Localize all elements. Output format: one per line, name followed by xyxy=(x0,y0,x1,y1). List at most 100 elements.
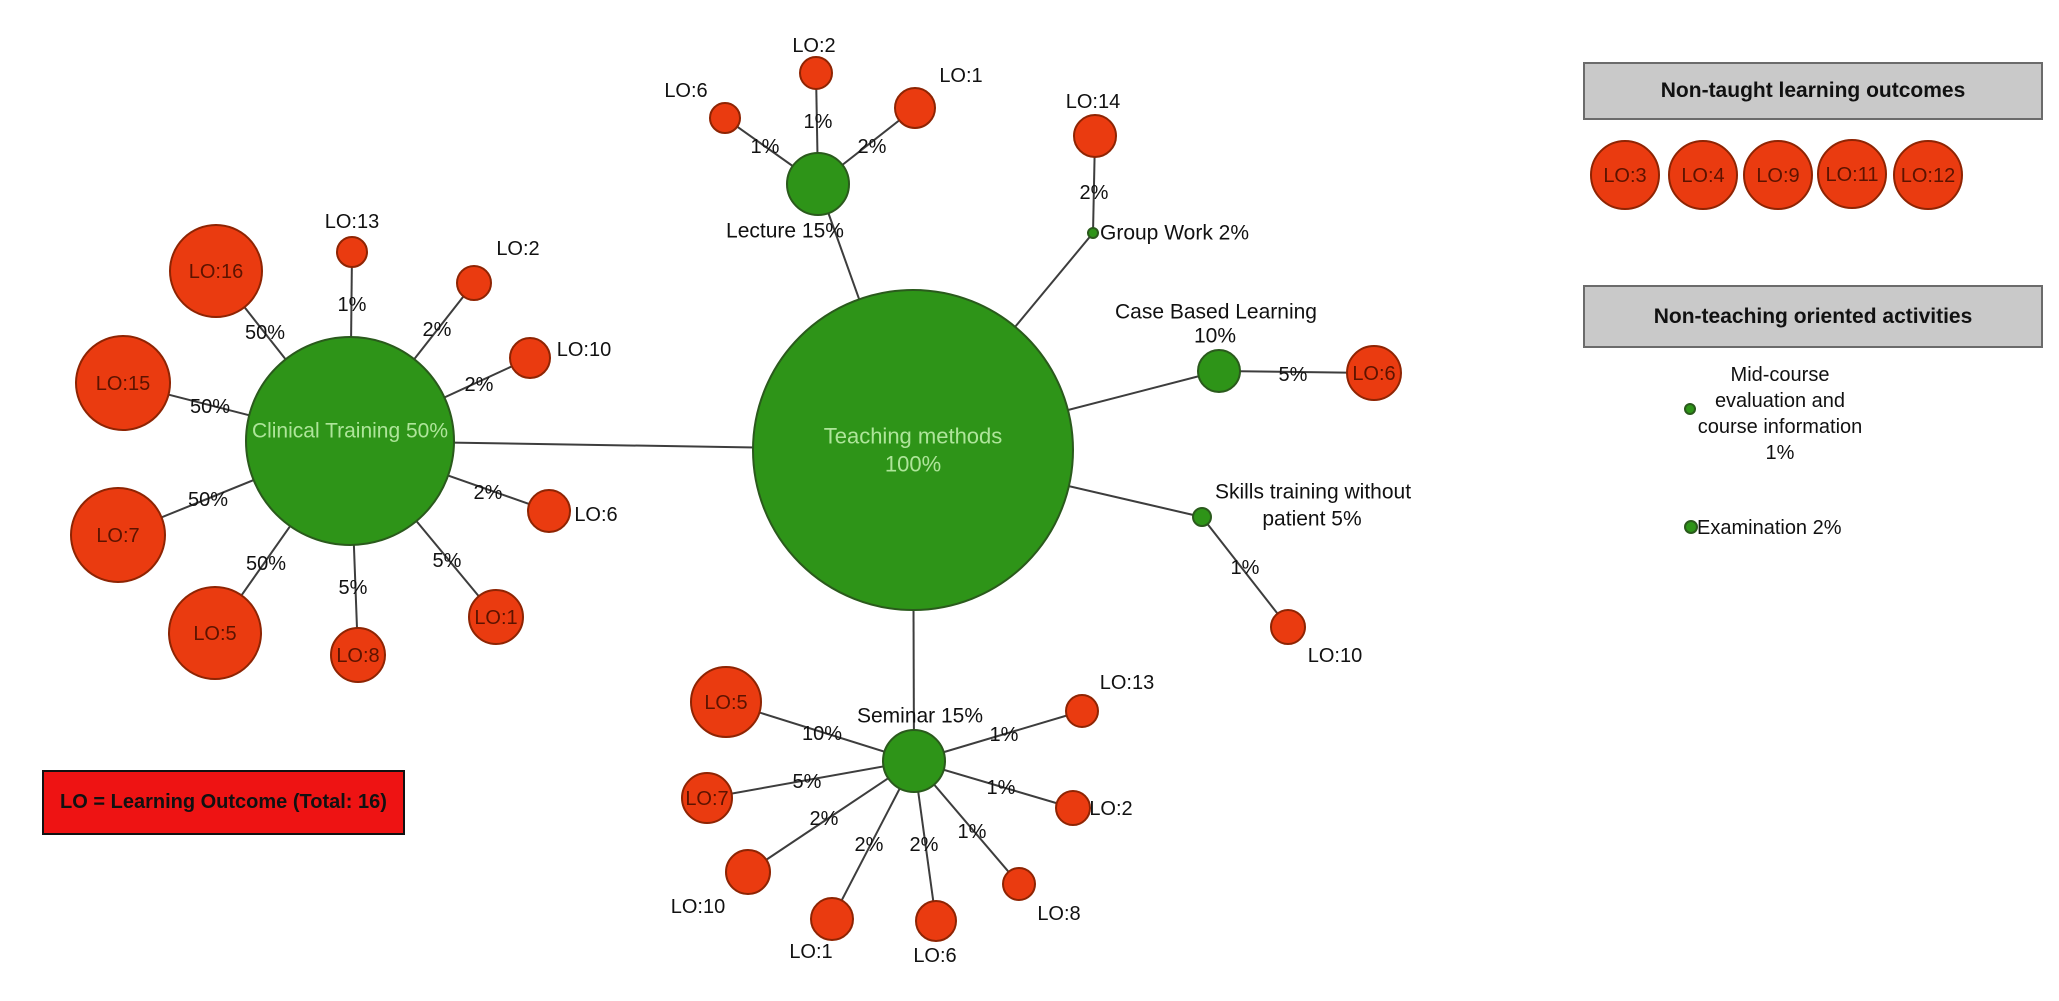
label-group-work: Group Work 2% xyxy=(1100,222,1249,245)
label-skills-training-without-patient-lo-10: LO:10 xyxy=(1308,645,1362,667)
node-lecture xyxy=(786,152,850,216)
label-case-based-learning-line-2: 10% xyxy=(1194,325,1236,348)
label-group-work-lo-14: LO:14 xyxy=(1066,91,1120,113)
pct-clinical-training-lo-15: 50% xyxy=(190,396,230,418)
link-skills-training-without-patient-lo-10 xyxy=(1201,516,1289,628)
label-lecture: Lecture 15% xyxy=(726,220,844,243)
non-teaching-activities-header: Non-teaching oriented activities xyxy=(1583,285,2043,348)
pct-seminar-lo-1: 2% xyxy=(855,834,884,856)
pct-clinical-training-lo-6: 2% xyxy=(474,482,503,504)
label-non-taught-lo-11: LO:11 xyxy=(1826,164,1879,186)
label-clinical-training-lo-16: LO:16 xyxy=(189,261,243,283)
label-seminar-lo-2: LO:2 xyxy=(1089,798,1132,820)
node-non-taught-lo-12 xyxy=(1893,140,1963,210)
dot-mid-course-evaluation xyxy=(1684,403,1696,415)
label-case-based-learning-line-1: Case Based Learning xyxy=(1115,301,1317,324)
pct-clinical-training-lo-10: 2% xyxy=(465,374,494,396)
dot-examination xyxy=(1684,520,1698,534)
node-seminar-lo-6 xyxy=(915,900,957,942)
pct-seminar-lo-6: 2% xyxy=(910,834,939,856)
label-non-taught-lo-3: LO:3 xyxy=(1603,165,1646,187)
node-clinical-training-lo-10 xyxy=(509,337,551,379)
node-clinical-training-lo-5 xyxy=(168,586,262,680)
pct-seminar-lo-2: 1% xyxy=(987,777,1016,799)
label-seminar: Seminar 15% xyxy=(857,705,983,728)
link-seminar-lo-10 xyxy=(747,760,915,873)
mid-course-line-4: 1% xyxy=(1765,442,1795,464)
pct-lecture-lo-2: 1% xyxy=(804,111,833,133)
label-teaching-methods-line-2: 100% xyxy=(885,452,941,477)
pct-clinical-training-lo-16: 50% xyxy=(245,322,285,344)
node-lecture-lo-6 xyxy=(709,102,741,134)
label-lecture-lo-2: LO:2 xyxy=(792,35,835,57)
node-non-taught-lo-11 xyxy=(1817,139,1887,209)
label-clinical-training-lo-15: LO:15 xyxy=(96,373,150,395)
legend-box: LO = Learning Outcome (Total: 16) xyxy=(42,770,405,835)
node-clinical-training xyxy=(245,336,455,546)
pct-lecture-lo-6: 1% xyxy=(751,136,780,158)
label-non-taught-lo-9: LO:9 xyxy=(1756,165,1799,187)
node-teaching-methods xyxy=(752,289,1074,611)
label-lecture-lo-6: LO:6 xyxy=(664,80,707,102)
pct-clinical-training-lo-5: 50% xyxy=(246,553,286,575)
node-non-taught-lo-3 xyxy=(1590,140,1660,210)
examination-label: Examination 2% xyxy=(1697,517,1842,539)
label-seminar-lo-8: LO:8 xyxy=(1037,903,1080,925)
pct-seminar-lo-10: 2% xyxy=(810,808,839,830)
pct-clinical-training-lo-8: 5% xyxy=(339,577,368,599)
label-clinical-training-lo-2: LO:2 xyxy=(496,238,539,260)
label-clinical-training-lo-7: LO:7 xyxy=(96,525,139,547)
node-skills-training-without-patient xyxy=(1192,507,1212,527)
node-lecture-lo-1 xyxy=(894,87,936,129)
pct-clinical-training-lo-1: 5% xyxy=(433,550,462,572)
label-clinical-training-lo-5: LO:5 xyxy=(193,623,236,645)
label-skills-training-without-patient-line-1: Skills training without xyxy=(1215,481,1411,504)
node-group-work-lo-14 xyxy=(1073,114,1117,158)
node-seminar-lo-5 xyxy=(690,666,762,738)
node-seminar-lo-1 xyxy=(810,897,854,941)
node-seminar-lo-2 xyxy=(1055,790,1091,826)
pct-seminar-lo-8: 1% xyxy=(958,821,987,843)
label-seminar-lo-13: LO:13 xyxy=(1100,672,1154,694)
node-clinical-training-lo-2 xyxy=(456,265,492,301)
pct-seminar-lo-7: 5% xyxy=(793,771,822,793)
node-seminar xyxy=(882,729,946,793)
node-skills-training-without-patient-lo-10 xyxy=(1270,609,1306,645)
node-seminar-lo-7 xyxy=(681,772,733,824)
non-taught-outcomes-header: Non-taught learning outcomes xyxy=(1583,62,2043,120)
node-clinical-training-lo-6 xyxy=(527,489,571,533)
mid-course-line-2: evaluation and xyxy=(1714,390,1846,412)
label-seminar-lo-5: LO:5 xyxy=(704,692,747,714)
label-seminar-lo-7: LO:7 xyxy=(685,788,728,810)
label-clinical-training-lo-10: LO:10 xyxy=(557,339,611,361)
label-teaching-methods-line-1: Teaching methods xyxy=(824,424,1003,449)
node-seminar-lo-8 xyxy=(1002,867,1036,901)
pct-clinical-training-lo-7: 50% xyxy=(188,489,228,511)
link-seminar-lo-7 xyxy=(706,760,915,799)
label-non-taught-lo-12: LO:12 xyxy=(1901,165,1955,187)
node-seminar-lo-13 xyxy=(1065,694,1099,728)
node-non-taught-lo-4 xyxy=(1668,140,1738,210)
label-lecture-lo-1: LO:1 xyxy=(939,65,982,87)
node-clinical-training-lo-15 xyxy=(75,335,171,431)
pct-skills-training-without-patient-lo-10: 1% xyxy=(1231,557,1260,579)
label-clinical-training-lo-6: LO:6 xyxy=(574,504,617,526)
node-clinical-training-lo-13 xyxy=(336,236,368,268)
label-clinical-training: Clinical Training 50% xyxy=(252,420,448,443)
label-seminar-lo-10: LO:10 xyxy=(671,896,725,918)
node-seminar-lo-10 xyxy=(725,849,771,895)
mid-course-line-3: course information xyxy=(1697,416,1863,438)
label-seminar-lo-1: LO:1 xyxy=(789,941,832,963)
node-clinical-training-lo-7 xyxy=(70,487,166,583)
pct-seminar-lo-5: 10% xyxy=(802,723,842,745)
node-case-based-learning xyxy=(1197,349,1241,393)
node-clinical-training-lo-16 xyxy=(169,224,263,318)
node-clinical-training-lo-1 xyxy=(468,589,524,645)
mid-course-evaluation-label: Mid-course evaluation and course informa… xyxy=(1680,362,1880,466)
label-clinical-training-lo-13: LO:13 xyxy=(325,211,379,233)
node-clinical-training-lo-8 xyxy=(330,627,386,683)
node-non-taught-lo-9 xyxy=(1743,140,1813,210)
node-lecture-lo-2 xyxy=(799,56,833,90)
